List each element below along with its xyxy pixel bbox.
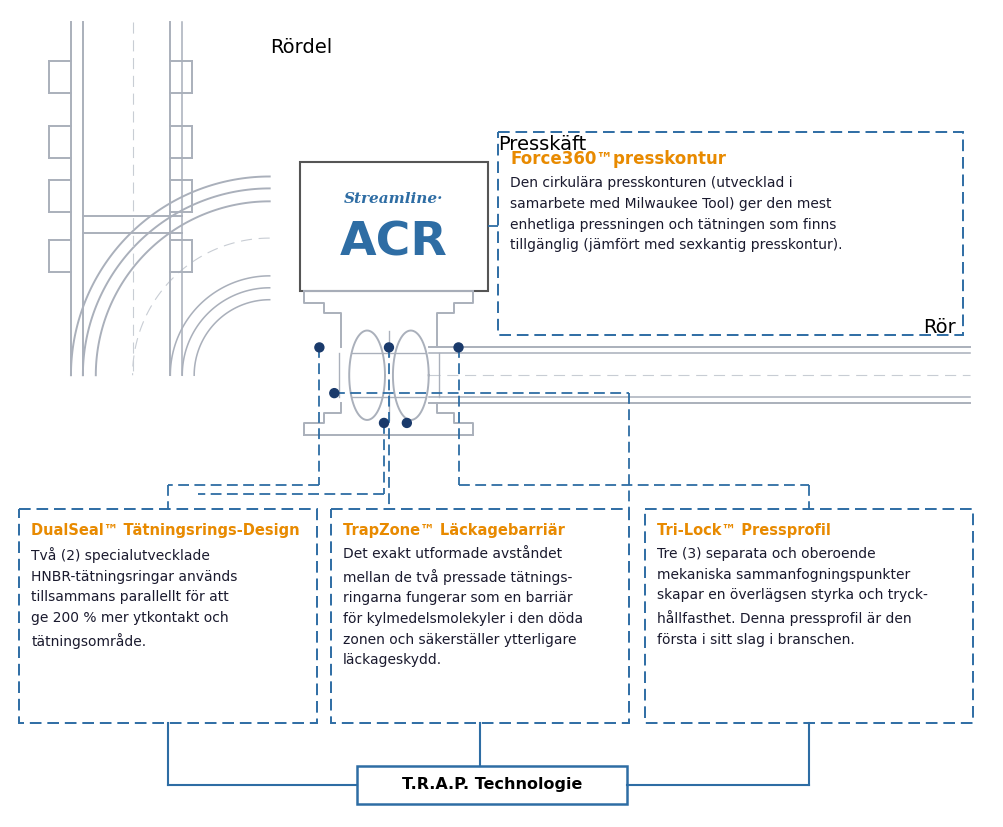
Text: Presskäft: Presskäft [497,135,586,154]
Bar [299,161,487,291]
Text: Force360™presskontur: Force360™presskontur [510,150,725,168]
Text: Tre (3) separata och oberoende
mekaniska sammanfogningspunkter
skapar en överläg: Tre (3) separata och oberoende mekaniska… [657,547,927,647]
Text: Rördel: Rördel [270,38,332,57]
Text: T.R.A.P. Technologie: T.R.A.P. Technologie [402,777,582,792]
Text: DualSeal™ Tätningsrings-Design: DualSeal™ Tätningsrings-Design [31,523,300,538]
Text: Rör: Rör [922,318,955,337]
Bar [645,509,972,723]
Circle shape [402,418,411,428]
Circle shape [315,343,324,351]
Text: Två (2) specialutvecklade
HNBR-tätningsringar används
tillsammans parallellt för: Två (2) specialutvecklade HNBR-tätningsr… [31,547,238,648]
Text: Den cirkulära presskonturen (utvecklad i
samarbete med Milwaukee Tool) ger den m: Den cirkulära presskonturen (utvecklad i… [510,176,842,252]
Text: Tri-Lock™ Pressprofil: Tri-Lock™ Pressprofil [657,523,830,538]
Circle shape [330,389,338,398]
Text: Det exakt utformade avståndet
mellan de två pressade tätnings-
ringarna fungerar: Det exakt utformade avståndet mellan de … [343,547,583,667]
Bar [331,509,629,723]
Bar [19,509,317,723]
Bar [497,131,963,336]
Circle shape [379,418,388,428]
Bar [357,766,627,804]
Text: Streamline·: Streamline· [344,193,443,207]
Circle shape [453,343,462,351]
Text: ACR: ACR [340,221,447,265]
Text: TrapZone™ Läckagebarriär: TrapZone™ Läckagebarriär [343,523,565,538]
Circle shape [384,343,393,351]
